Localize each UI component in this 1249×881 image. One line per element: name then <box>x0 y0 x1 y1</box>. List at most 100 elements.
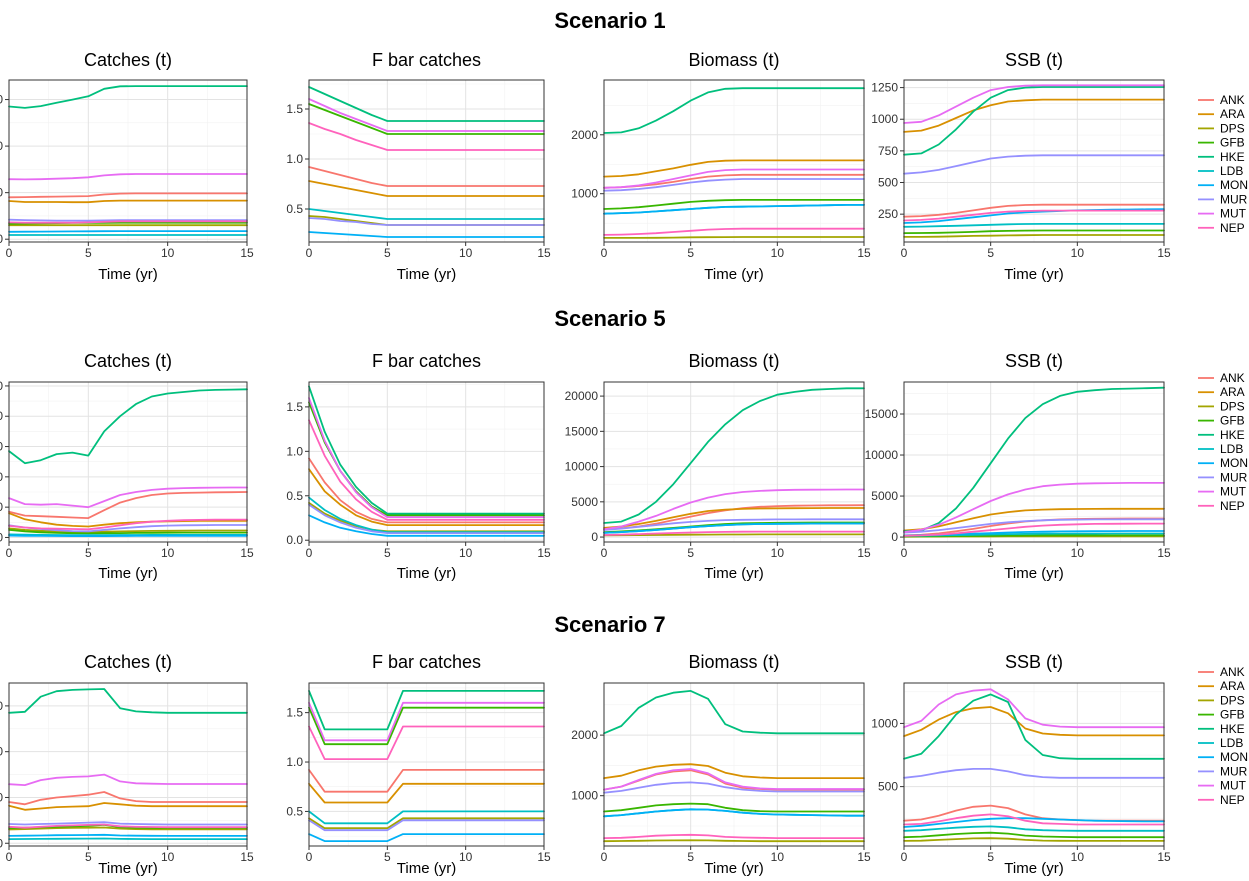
y-tick-label: 0 <box>891 530 898 544</box>
y-tick-label: 20000 <box>565 389 599 403</box>
series-gfb <box>603 802 865 813</box>
y-tick-label: 1000 <box>0 186 3 200</box>
scenario-title: Scenario 7 <box>554 612 665 637</box>
y-tick-label: 1.5 <box>286 400 303 414</box>
panel-title: Catches (t) <box>84 652 172 672</box>
series-mur <box>603 178 865 192</box>
y-tick-label: 500 <box>878 780 898 794</box>
y-tick-label: 0 <box>0 530 3 544</box>
y-tick-label: 2000 <box>0 745 3 759</box>
y-tick-label: 2000 <box>571 728 598 742</box>
x-tick-label: 0 <box>6 246 13 260</box>
y-tick-label: 1000 <box>0 500 3 514</box>
x-tick-label: 15 <box>537 850 551 864</box>
legend-label-dps: DPS <box>1220 121 1245 135</box>
series-hke <box>308 690 545 731</box>
legend-label-dps: DPS <box>1220 399 1245 413</box>
legend-label-mon: MON <box>1220 456 1248 470</box>
x-tick-label: 10 <box>1071 546 1085 560</box>
series-mon <box>308 514 545 537</box>
x-tick-label: 0 <box>901 850 908 864</box>
legend-label-mut: MUT <box>1220 779 1247 793</box>
x-axis-label: Time (yr) <box>1004 565 1063 582</box>
legend-label-mon: MON <box>1220 178 1248 192</box>
x-tick-label: 0 <box>901 246 908 260</box>
panel-1-3: 0 5 10 15 1000 2000 Biomass (t) Time (yr) <box>571 50 871 283</box>
legend-label-mur: MUR <box>1220 192 1248 206</box>
y-tick-label: 0.5 <box>286 804 303 818</box>
legend-label-gfb: GFB <box>1220 708 1245 722</box>
x-tick-label: 15 <box>1157 246 1171 260</box>
panel-1-1: 0 5 10 15 0 1000 2000 3000 Catches (t) Time (yr) <box>0 50 254 283</box>
legend-label-ara: ARA <box>1220 107 1245 121</box>
legend-label-hke: HKE <box>1220 150 1245 164</box>
plot-frame <box>8 682 248 847</box>
plot-frame <box>903 381 1165 543</box>
series-dps <box>308 817 545 830</box>
series-ara <box>8 199 248 204</box>
series-mur <box>603 781 865 794</box>
panel-title: Catches (t) <box>84 351 172 371</box>
x-tick-label: 5 <box>85 246 92 260</box>
series-gfb <box>308 706 545 746</box>
plot-frame <box>903 79 1165 243</box>
y-tick-label: 1000 <box>871 716 898 730</box>
x-tick-label: 15 <box>857 850 871 864</box>
series-hke <box>8 688 248 714</box>
y-tick-label: 0 <box>591 530 598 544</box>
x-tick-label: 5 <box>384 246 391 260</box>
series-nep <box>8 823 248 829</box>
y-tick-label: 1000 <box>0 790 3 804</box>
legend-label-mut: MUT <box>1220 485 1247 499</box>
series-hke <box>903 693 1165 760</box>
series-mut <box>8 773 248 786</box>
legend-label-mut: MUT <box>1220 207 1247 221</box>
scenario-title: Scenario 5 <box>554 306 665 331</box>
panel-2-2: 0 5 10 15 0.0 0.5 1.0 1.5 F bar catches Time (yr) <box>286 351 551 582</box>
panel-3-3: 0 5 10 15 1000 2000 Biomass (t) Time (yr) <box>571 652 871 877</box>
series-mon <box>603 522 865 534</box>
panel-3-1: 0 5 10 15 0 1000 2000 3000 Catches (t) Time (yr) <box>0 652 254 877</box>
series-ara <box>903 706 1165 737</box>
y-tick-label: 15000 <box>565 424 599 438</box>
panel-title: SSB (t) <box>1005 652 1063 672</box>
series-mon <box>308 231 545 238</box>
series-mur <box>603 518 865 531</box>
legend-label-hke: HKE <box>1220 428 1245 442</box>
y-tick-label: 0 <box>0 232 3 246</box>
y-tick-label: 5000 <box>0 379 3 393</box>
legend-label-hke: HKE <box>1220 722 1245 736</box>
panel-title: Biomass (t) <box>688 351 779 371</box>
x-tick-label: 10 <box>771 246 785 260</box>
series-ara <box>308 782 545 804</box>
x-tick-label: 10 <box>771 850 785 864</box>
series-mon <box>8 833 248 837</box>
x-tick-label: 5 <box>687 850 694 864</box>
series-mon <box>903 208 1165 224</box>
series-hke <box>603 690 865 735</box>
legend-label-gfb: GFB <box>1220 136 1245 150</box>
series-nep <box>603 530 865 536</box>
series-hke <box>603 87 865 134</box>
panel-2-3: 0 5 10 15 0 5000 10000 15000 20000 Biomass (t) Tim… <box>565 351 871 582</box>
series-ara <box>8 512 248 528</box>
panel-3-2: 0 5 10 15 0.5 1.0 1.5 F bar catches Time (yr) <box>286 652 551 877</box>
series-ara <box>308 180 545 197</box>
series-nep <box>308 725 545 760</box>
series-nep <box>8 518 248 531</box>
x-axis-label: Time (yr) <box>98 565 157 582</box>
series-mut <box>8 173 248 181</box>
series-gfb <box>903 229 1165 235</box>
series-mon <box>903 817 1165 828</box>
series-ank <box>308 457 545 524</box>
series-ara <box>308 468 545 526</box>
y-tick-label: 250 <box>878 207 898 221</box>
legend-label-nep: NEP <box>1220 793 1245 807</box>
series-ank <box>8 491 248 519</box>
series-dps <box>603 533 865 537</box>
y-tick-label: 500 <box>878 176 898 190</box>
legend-label-gfb: GFB <box>1220 414 1245 428</box>
x-tick-label: 5 <box>987 246 994 260</box>
x-tick-label: 10 <box>459 246 473 260</box>
